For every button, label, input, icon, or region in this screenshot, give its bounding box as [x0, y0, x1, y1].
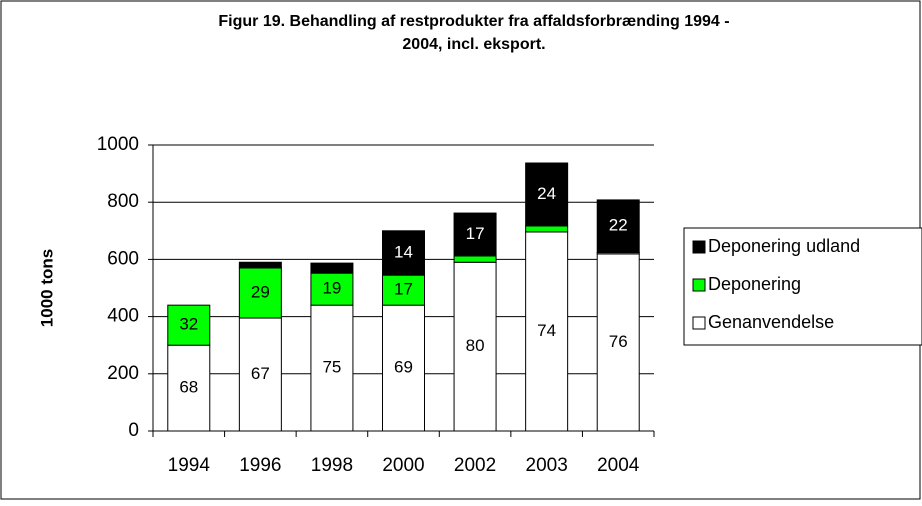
x-tick-label: 1994 — [168, 455, 211, 476]
bar-segment — [382, 274, 425, 306]
bar-segment — [453, 212, 497, 257]
bar-segment — [238, 267, 282, 319]
data-label: 17 — [394, 280, 413, 299]
y-axis-label: 1000 tons — [37, 249, 56, 327]
data-label: 22 — [609, 216, 628, 235]
legend-label: Deponering udland — [708, 236, 860, 256]
data-label: 68 — [179, 378, 198, 397]
x-tick-label: 1998 — [311, 455, 353, 476]
data-label: 29 — [251, 282, 270, 301]
data-label: 14 — [394, 242, 413, 261]
data-label: 74 — [537, 321, 556, 340]
data-label: 75 — [322, 358, 341, 377]
data-label: 19 — [322, 279, 341, 298]
data-label: 17 — [466, 224, 485, 243]
chart-title: Figur 19. Behandling af restprodukter fr… — [218, 13, 729, 30]
bar-segment — [382, 304, 425, 432]
legend-box — [683, 227, 922, 346]
legend-label: Genanvendelse — [708, 312, 834, 332]
x-tick-label: 2000 — [382, 455, 424, 476]
legend-swatch — [692, 316, 706, 330]
data-label: 67 — [251, 364, 270, 383]
x-tick-label: 2004 — [597, 455, 640, 476]
bar-segment — [167, 304, 211, 346]
bar-segment — [525, 231, 569, 432]
bar-segment — [596, 253, 640, 432]
data-label: 32 — [179, 315, 198, 334]
y-tick-label: 400 — [107, 306, 139, 327]
legend-swatch — [692, 240, 706, 254]
y-tick-label: 1000 — [97, 134, 139, 155]
y-tick-label: 800 — [107, 191, 139, 212]
bar-segment — [453, 255, 497, 263]
bar-segment — [525, 225, 569, 233]
bar-segment — [310, 272, 354, 306]
bar-segment — [525, 162, 569, 227]
legend-label: Deponering — [708, 274, 801, 294]
y-tick-label: 600 — [107, 248, 139, 269]
x-tick-label: 2002 — [454, 455, 496, 476]
legend-swatch — [692, 278, 706, 292]
data-label: 76 — [609, 332, 628, 351]
bar-segment — [382, 230, 425, 276]
bar-segment — [310, 262, 354, 274]
data-label: 80 — [466, 336, 485, 355]
y-tick-label: 200 — [107, 363, 139, 384]
y-tick-label: 0 — [128, 420, 139, 441]
data-label: 24 — [537, 184, 556, 203]
x-tick-label: 2003 — [526, 455, 568, 476]
chart-title: 2004, incl. eksport. — [402, 36, 545, 53]
bar-segment — [596, 199, 640, 254]
x-tick-label: 1996 — [239, 455, 281, 476]
bar-segment — [238, 317, 282, 432]
data-label: 69 — [394, 358, 413, 377]
bar-segment — [238, 261, 282, 269]
